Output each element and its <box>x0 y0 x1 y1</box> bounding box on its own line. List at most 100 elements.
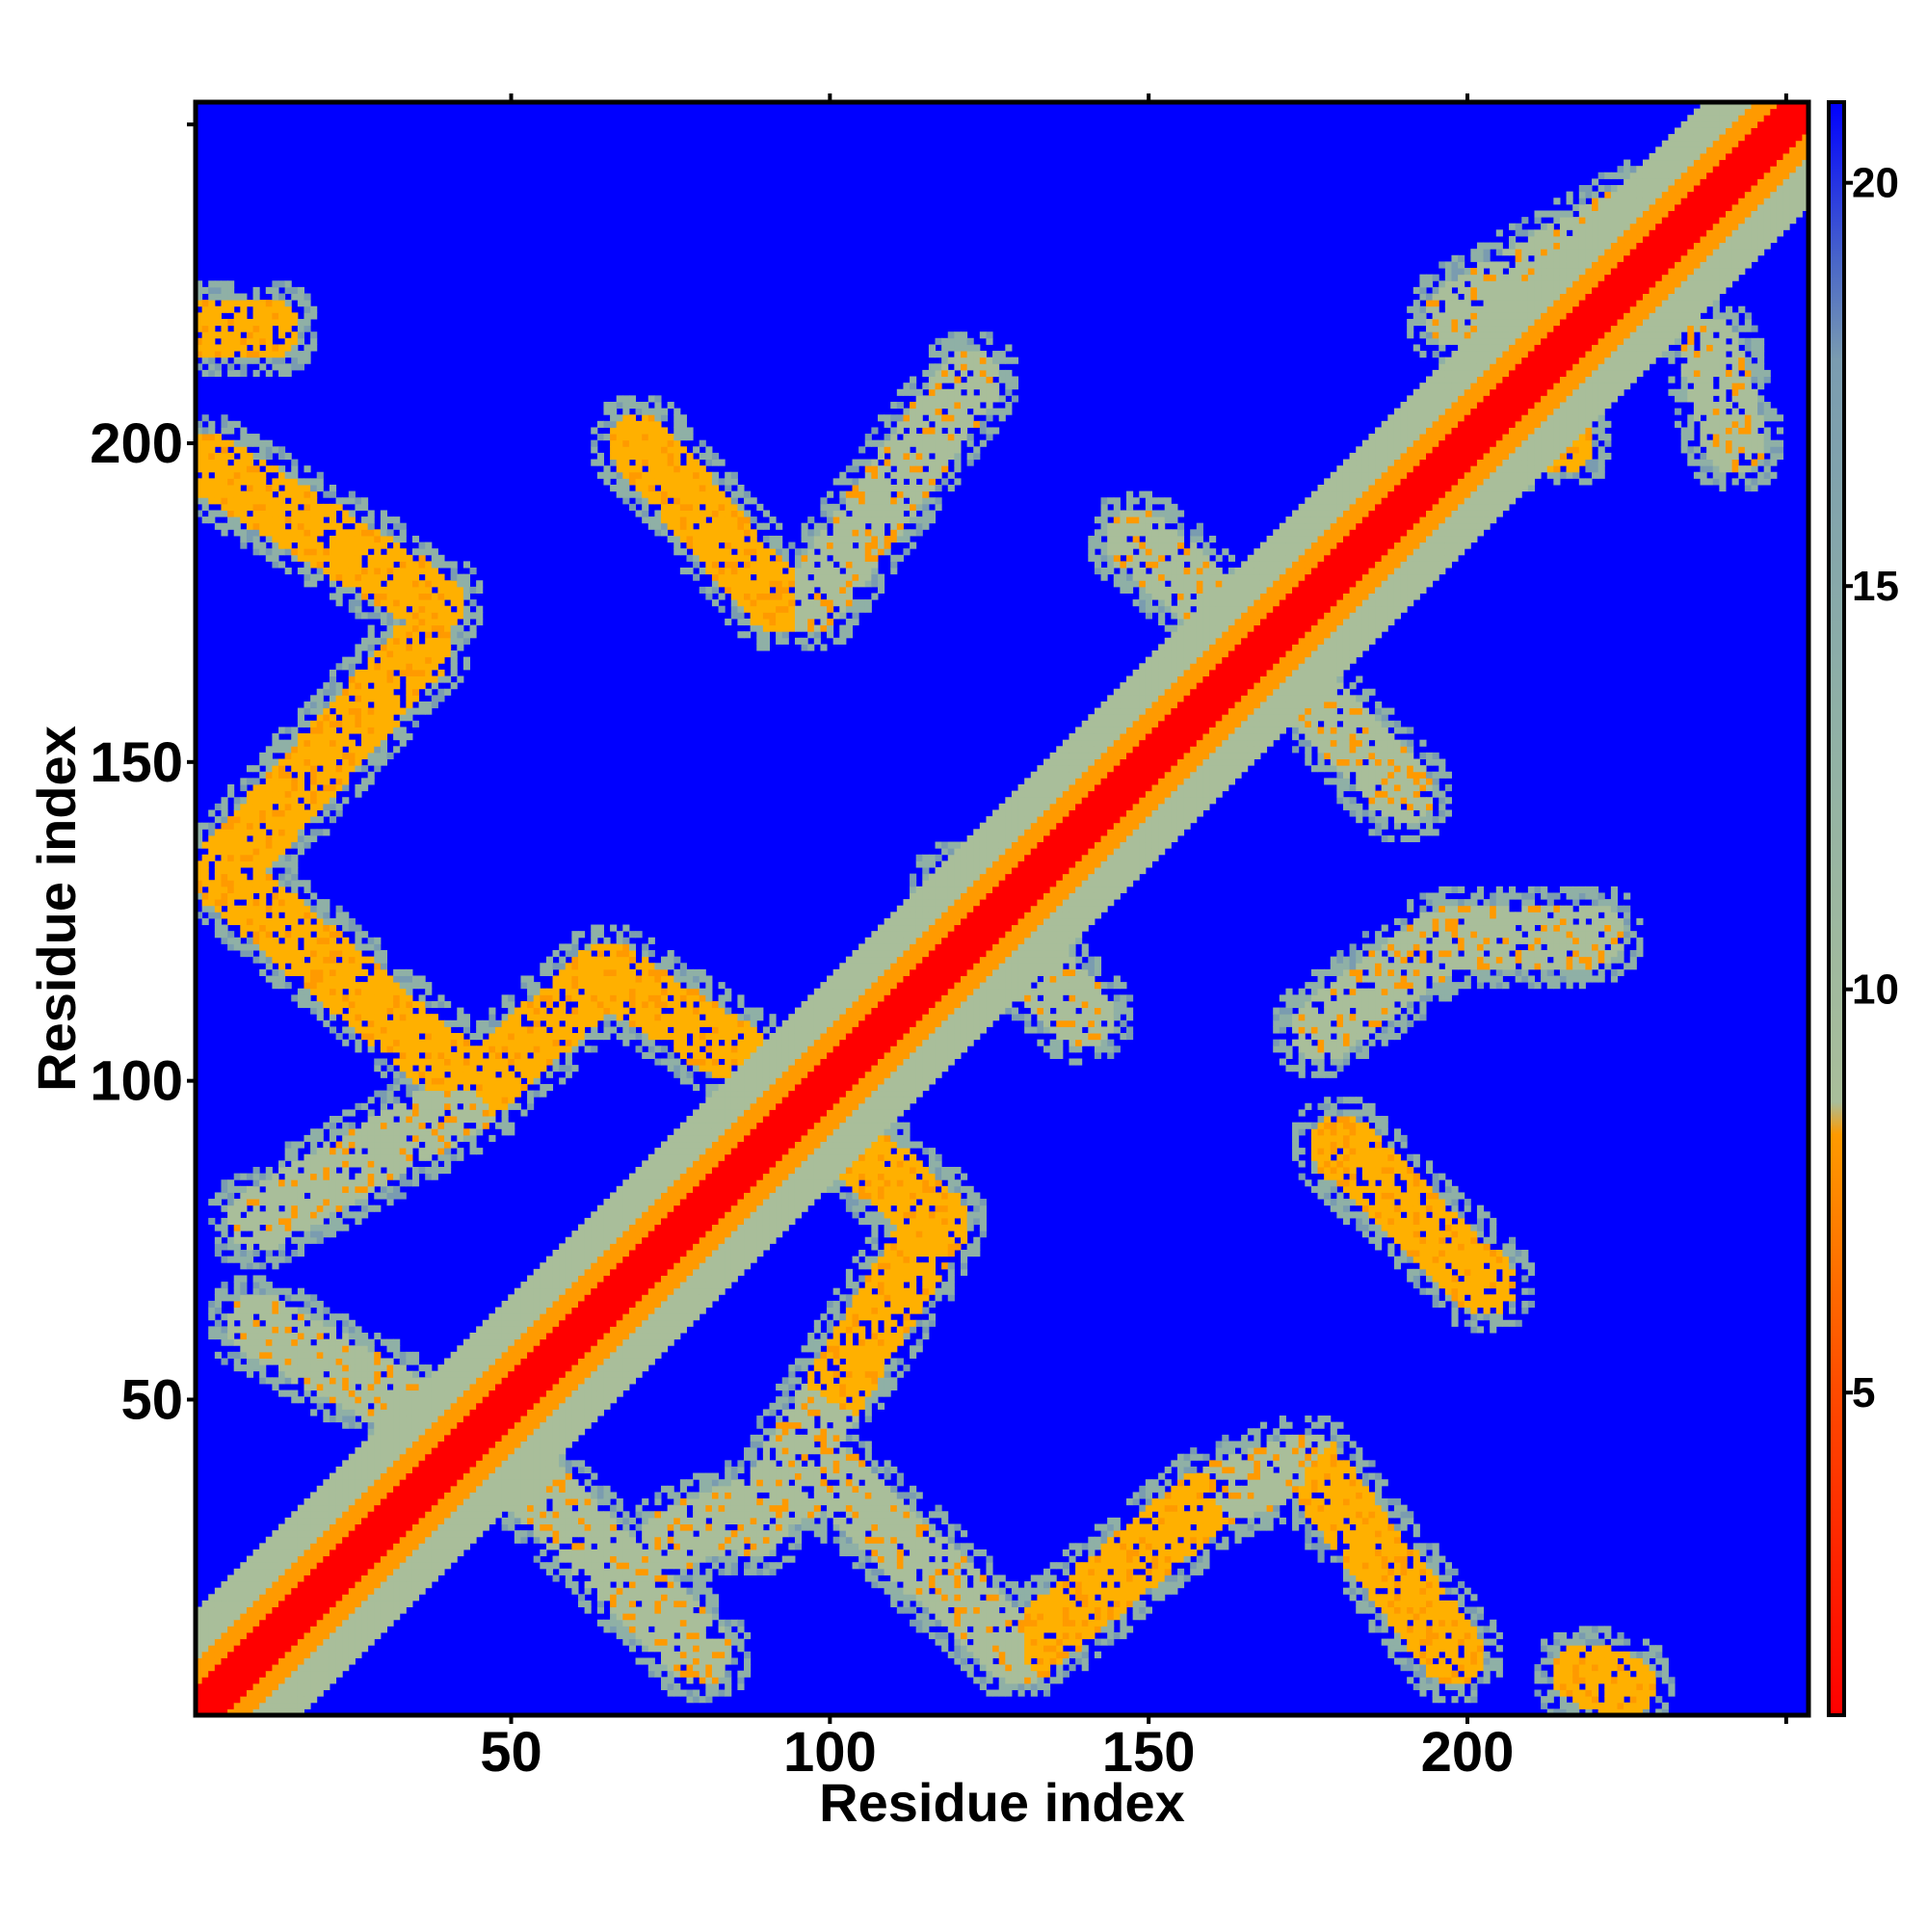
heatmap-cell <box>552 1338 560 1346</box>
heatmap-cell <box>431 1485 438 1493</box>
heatmap-cell <box>329 1160 337 1168</box>
heatmap-cell <box>380 1504 387 1512</box>
heatmap-cell <box>494 1077 503 1085</box>
heatmap-cell <box>348 573 356 581</box>
heatmap-cell <box>380 1498 387 1506</box>
heatmap-cell <box>310 1326 318 1334</box>
heatmap-cell <box>252 1211 260 1219</box>
heatmap-cell <box>355 1638 362 1646</box>
heatmap-cell <box>533 1416 541 1423</box>
heatmap-cell <box>252 1702 260 1709</box>
heatmap-cell <box>316 1581 324 1589</box>
heatmap-cell <box>335 548 343 556</box>
heatmap-cell <box>508 1102 515 1110</box>
heatmap-cell <box>393 548 401 556</box>
heatmap-cell <box>462 1014 471 1021</box>
heatmap-cell <box>316 937 324 944</box>
heatmap-cell <box>386 688 394 696</box>
heatmap-cell <box>425 548 433 556</box>
heatmap-cell <box>462 1511 471 1519</box>
heatmap-cell <box>361 783 369 792</box>
heatmap-cell <box>399 663 407 671</box>
heatmap-cell <box>297 783 304 792</box>
heatmap-cell <box>291 1638 299 1646</box>
heatmap-cell <box>335 1504 343 1512</box>
heatmap-cell <box>284 516 292 524</box>
heatmap-cell <box>265 866 273 875</box>
heatmap-cell <box>240 1300 248 1309</box>
heatmap-cell <box>329 988 337 995</box>
heatmap-cell <box>246 1294 254 1302</box>
heatmap-cell <box>355 1039 362 1046</box>
heatmap-cell <box>393 1000 401 1009</box>
heatmap-cell <box>431 1548 438 1557</box>
heatmap-cell <box>316 758 324 766</box>
heatmap-cell <box>361 1523 369 1531</box>
heatmap-cell <box>348 1333 356 1340</box>
heatmap-cell <box>355 1421 362 1429</box>
heatmap-cell <box>361 1447 369 1455</box>
heatmap-cell <box>201 351 209 358</box>
heatmap-cell <box>476 1071 484 1078</box>
heatmap-cell <box>533 1492 541 1499</box>
heatmap-cell <box>329 937 337 944</box>
heatmap-cell <box>367 1045 375 1053</box>
heatmap-cell <box>227 790 235 798</box>
heatmap-cell <box>335 1587 343 1595</box>
heatmap-cell <box>310 1224 318 1231</box>
heatmap-cell <box>380 701 387 709</box>
heatmap-cell <box>246 1638 254 1646</box>
heatmap-cell <box>431 1492 438 1499</box>
heatmap-cell <box>259 503 267 511</box>
heatmap-cell <box>386 631 394 639</box>
heatmap-cell <box>361 1396 369 1404</box>
heatmap-cell <box>329 522 337 530</box>
heatmap-cell <box>348 739 356 747</box>
heatmap-cell <box>411 548 420 556</box>
heatmap-cell <box>355 1141 362 1149</box>
heatmap-cell <box>457 1530 464 1538</box>
heatmap-cell <box>342 765 350 773</box>
heatmap-cell <box>533 1071 541 1078</box>
heatmap-cell <box>380 573 387 581</box>
heatmap-cell <box>374 1416 382 1423</box>
heatmap-cell <box>310 1333 318 1340</box>
heatmap-cell <box>252 293 260 301</box>
heatmap-cell <box>323 707 330 715</box>
heatmap-cell <box>469 1511 477 1519</box>
heatmap-cell <box>533 1466 541 1474</box>
heatmap-cell <box>278 1631 286 1640</box>
heatmap-cell <box>240 542 248 549</box>
heatmap-cell <box>411 656 420 664</box>
heatmap-cell <box>386 1498 394 1506</box>
heatmap-cell <box>252 873 260 881</box>
heatmap-cell <box>393 1453 401 1461</box>
heatmap-cell <box>278 1555 286 1563</box>
heatmap-cell <box>348 720 356 728</box>
heatmap-cell <box>214 905 222 913</box>
heatmap-cell <box>527 1300 535 1309</box>
heatmap-cell <box>201 357 209 364</box>
heatmap-cell <box>240 905 248 913</box>
heatmap-cell <box>393 1370 401 1378</box>
heatmap-cell <box>533 1383 541 1391</box>
heatmap-cell <box>501 1396 509 1404</box>
heatmap-cell <box>444 1504 452 1512</box>
heatmap-cell <box>393 522 401 530</box>
heatmap-cell <box>450 1434 458 1442</box>
heatmap-cell <box>361 1351 369 1359</box>
heatmap-cell <box>406 663 413 671</box>
heatmap-cell <box>297 1185 304 1193</box>
heatmap-cell <box>240 1217 248 1226</box>
heatmap-cell <box>246 899 254 907</box>
heatmap-cell <box>265 1568 273 1575</box>
heatmap-cell <box>437 1409 445 1416</box>
heatmap-cell <box>482 1097 489 1104</box>
heatmap-cell <box>265 873 273 881</box>
heatmap-cell <box>520 1517 528 1525</box>
heatmap-cell <box>406 1000 413 1009</box>
heatmap-cell <box>240 434 248 441</box>
heatmap-cell <box>418 1523 426 1531</box>
heatmap-cell <box>386 1160 394 1168</box>
heatmap-cell <box>380 1626 387 1633</box>
